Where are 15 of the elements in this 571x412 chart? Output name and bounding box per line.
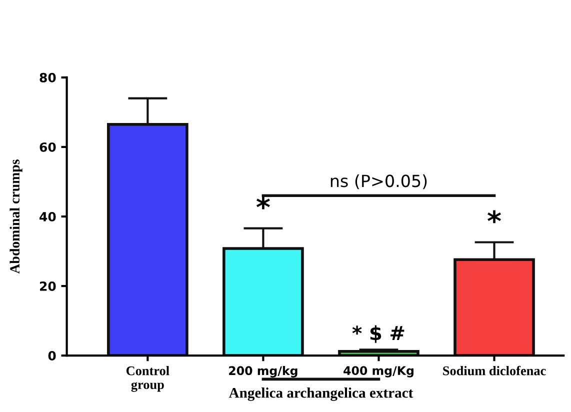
x-tick-label: 200 mg/kg	[229, 366, 298, 378]
y-tick-label: 40	[40, 212, 56, 222]
x-tick-label: Control group	[126, 366, 170, 392]
x-tick-label: 400 mg/Kg	[344, 366, 414, 378]
x-tick-label: Sodium diclofenac	[443, 366, 546, 376]
y-tick-label: 80	[40, 72, 56, 82]
y-tick-label: 0	[48, 351, 56, 360]
annotation: * $ #	[352, 325, 404, 343]
annotation: *	[488, 210, 501, 224]
annotation: *	[256, 196, 270, 210]
y-tick-label: 60	[40, 142, 56, 152]
y-axis-title: Abdominal crumps	[10, 160, 22, 274]
y-tick-label: 20	[40, 282, 56, 291]
text: Angelica archangelica extract	[228, 388, 414, 401]
annotation: ns (P>0.05)	[330, 174, 427, 190]
